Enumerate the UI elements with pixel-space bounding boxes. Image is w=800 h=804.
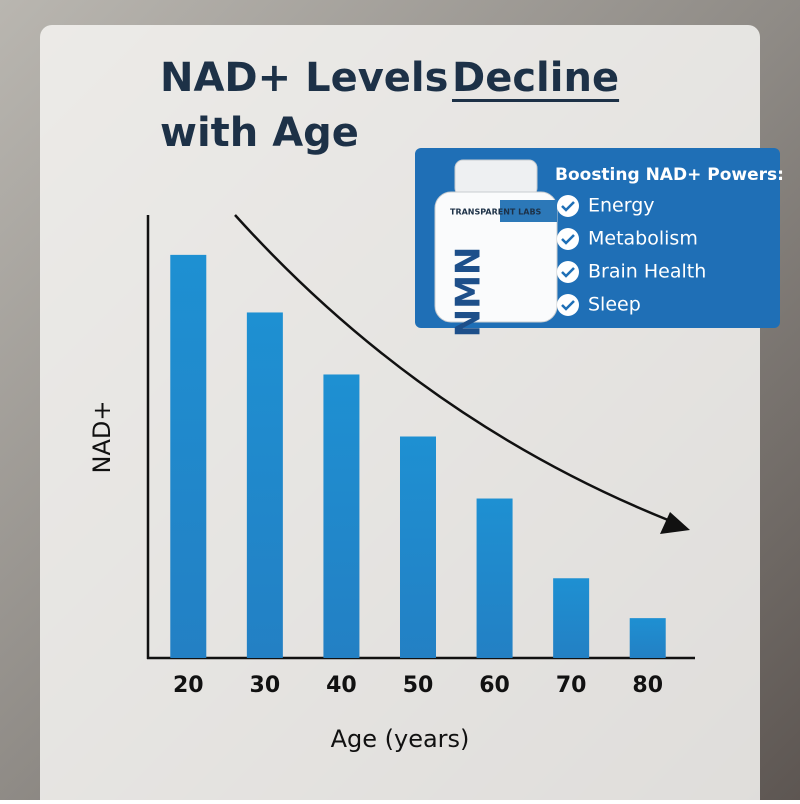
product-bottle (434, 159, 558, 323)
title-line: NAD+ Levels (160, 55, 448, 101)
x-tick-label: 50 (403, 673, 434, 698)
x-tick-label: 30 (250, 673, 281, 698)
y-axis-label: NAD+ (88, 401, 116, 474)
title-line: with Age (160, 110, 359, 156)
title-emphasis: Decline (452, 55, 619, 101)
check-mark (561, 300, 575, 311)
x-tick-label: 20 (173, 673, 204, 698)
trend-arrow (234, 214, 669, 522)
bar (629, 618, 666, 658)
bar (170, 254, 207, 658)
callout-item: Metabolism (588, 228, 698, 250)
x-tick-label: 80 (632, 673, 663, 698)
x-tick-label: 60 (479, 673, 510, 698)
bar (246, 312, 283, 658)
bar (553, 578, 590, 658)
product-brand: TRANSPARENT LABS (450, 208, 542, 217)
bar (476, 498, 513, 658)
bar (400, 436, 436, 658)
callout-heading: Boosting NAD+ Powers: (555, 165, 784, 185)
callout-item: Brain Health (588, 261, 706, 283)
x-tick-label: 40 (326, 673, 357, 698)
check-mark (561, 267, 575, 278)
x-tick-label: 70 (556, 673, 587, 698)
arrow-head (660, 512, 690, 534)
bar (323, 374, 360, 658)
x-axis-label: Age (years) (331, 725, 470, 753)
callout-item: Sleep (588, 294, 641, 316)
title-underline (452, 99, 620, 102)
check-icon (557, 261, 579, 283)
check-icon (557, 195, 579, 217)
check-icon (557, 294, 579, 316)
product-name: NMN (449, 247, 489, 338)
check-icon (557, 228, 579, 250)
check-mark (561, 201, 575, 212)
check-mark (561, 234, 575, 245)
callout-item: Energy (588, 195, 655, 217)
